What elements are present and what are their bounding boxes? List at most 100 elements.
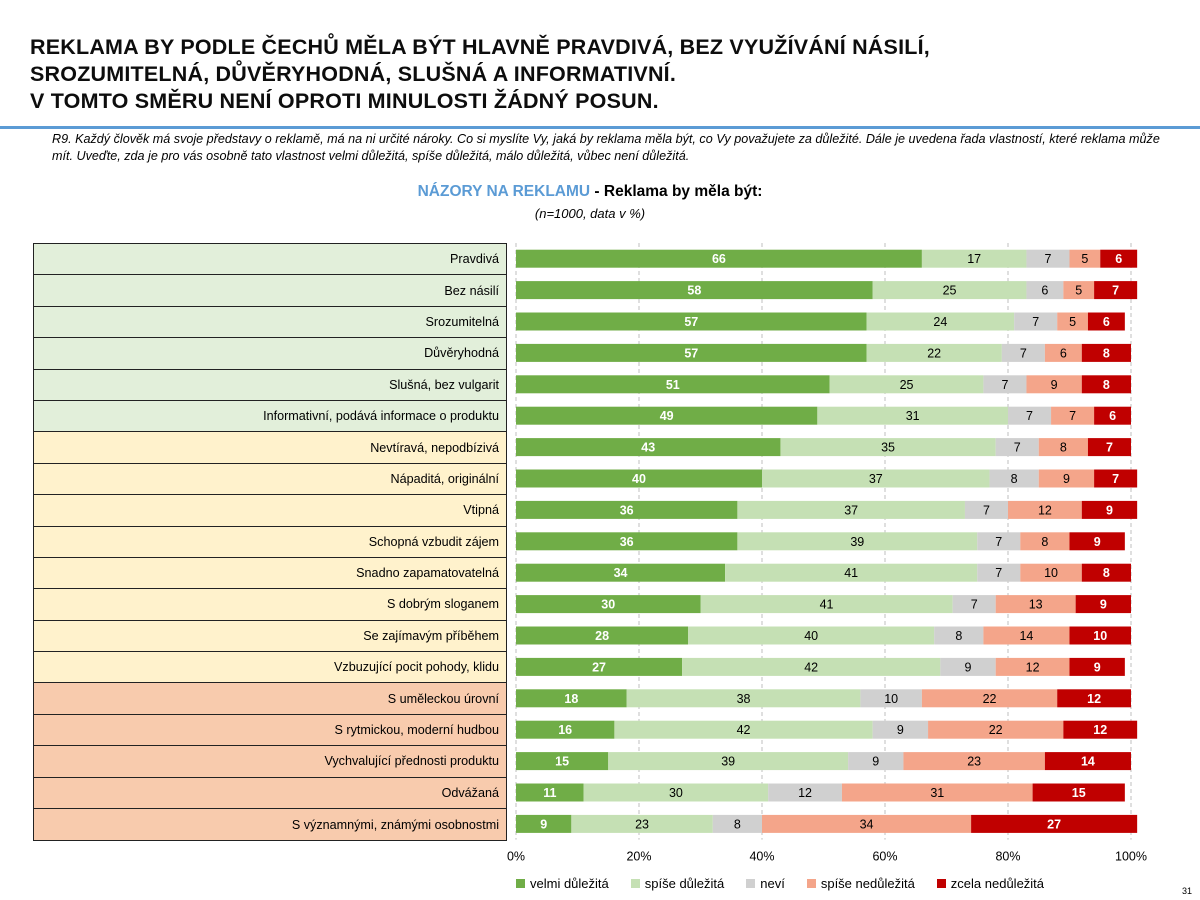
bar-segment [626, 689, 861, 708]
x-tick-label: 20% [626, 850, 651, 864]
data-label: 41 [844, 566, 858, 580]
bar-segment [1087, 438, 1131, 457]
legend-item: zcela nedůležitá [936, 876, 1045, 891]
category-label: Snadno zapamatovatelná [34, 557, 506, 590]
bar-segment [712, 814, 762, 833]
category-label: Pravdivá [34, 244, 506, 276]
data-label: 12 [798, 786, 812, 800]
category-label: Nápaditá, originální [34, 463, 506, 496]
bar-segment [1008, 406, 1052, 425]
data-label: 36 [620, 535, 634, 549]
data-label: 18 [564, 692, 578, 706]
bar-segment [940, 657, 996, 676]
bar-segment [921, 249, 1027, 268]
bar-segment [516, 814, 572, 833]
data-label: 51 [666, 378, 680, 392]
data-label: 23 [967, 755, 981, 769]
data-label: 7 [971, 598, 978, 612]
data-label: 7 [1032, 315, 1039, 329]
chart-title-sep: - [590, 183, 604, 200]
bar-segment [1094, 469, 1138, 488]
bar-segment [1057, 312, 1088, 331]
data-label: 7 [1020, 346, 1027, 360]
data-label: 25 [900, 378, 914, 392]
data-label: 6 [1103, 315, 1110, 329]
chart-title-part1: NÁZORY NA REKLAMU [417, 183, 591, 200]
data-label: 8 [1060, 441, 1067, 455]
bar-segment [516, 720, 615, 739]
data-label: 17 [967, 252, 981, 266]
bar-segment [516, 281, 873, 300]
legend-label: zcela nedůležitá [950, 876, 1045, 891]
bar-segment [872, 281, 1027, 300]
bar-segment [1057, 689, 1131, 708]
bar-segment [1014, 312, 1058, 331]
bar-segment [1008, 500, 1082, 519]
data-label: 6 [1041, 284, 1048, 298]
bar-segment [516, 752, 609, 771]
bar-segment [1081, 343, 1131, 362]
bar-segment [1094, 406, 1131, 425]
category-label: Vychvalující přednosti produktu [34, 746, 506, 778]
data-label: 10 [1044, 566, 1058, 580]
data-label: 27 [1047, 817, 1061, 831]
data-label: 7 [1044, 252, 1051, 266]
data-label: 27 [592, 660, 606, 674]
bar-segment [1001, 343, 1045, 362]
data-label: 12 [1087, 692, 1101, 706]
bar-segment [768, 783, 842, 802]
category-label: S dobrým sloganem [34, 589, 506, 621]
data-label: 12 [1038, 503, 1052, 517]
bar-segment [608, 752, 849, 771]
bar-segment [516, 406, 818, 425]
data-label: 12 [1026, 660, 1040, 674]
data-label: 5 [1081, 252, 1088, 266]
data-label: 22 [983, 692, 997, 706]
category-label: Se zajímavým příběhem [34, 620, 506, 653]
bar-segment [866, 312, 1015, 331]
data-label: 40 [632, 472, 646, 486]
bar-segment [983, 626, 1070, 645]
data-label: 14 [1081, 755, 1095, 769]
data-label: 41 [820, 598, 834, 612]
x-tick-label: 0% [507, 850, 525, 864]
data-label: 8 [1103, 566, 1110, 580]
page-number: 31 [1181, 886, 1192, 896]
data-label: 9 [1094, 535, 1101, 549]
bar-segment [934, 626, 984, 645]
bar-segment [1038, 438, 1088, 457]
bar-segment [983, 375, 1027, 394]
bar-segment [1081, 500, 1138, 519]
chart-legend: velmi důležitá spíše důležitá neví spíše ne… [516, 876, 1044, 891]
legend-label: neví [760, 876, 785, 891]
category-labels: Pravdivá Bez násilí Srozumitelná Důvěryhodn… [33, 243, 507, 842]
data-label: 37 [869, 472, 883, 486]
category-label: S uměleckou úrovní [34, 683, 506, 715]
data-label: 31 [906, 409, 920, 423]
bar-segment [516, 469, 762, 488]
category-label: Odvážaná [34, 777, 506, 810]
category-label: Informativní, podává informace o produkt… [34, 400, 506, 433]
data-label: 15 [555, 755, 569, 769]
legend-swatch [936, 879, 946, 888]
x-tick-label: 80% [995, 850, 1020, 864]
bar-segment [1063, 720, 1138, 739]
category-label: S rytmickou, moderní hudbou [34, 714, 506, 747]
bar-segment [762, 469, 990, 488]
bar-segment [516, 500, 738, 519]
data-label: 7 [1069, 409, 1076, 423]
data-label: 8 [1103, 346, 1110, 360]
bar-segment [1051, 406, 1095, 425]
data-label: 39 [850, 535, 864, 549]
bar-segment [516, 249, 922, 268]
bar-segment [1020, 532, 1070, 551]
headline-line-3: V TOMTO SMĚRU NENÍ OPROTI MINULOSTI ŽÁDN… [30, 89, 659, 113]
bar-segment [829, 375, 984, 394]
bar-segment [571, 814, 713, 833]
data-label: 66 [712, 252, 726, 266]
chart-subtitle: (n=1000, data v %) [534, 206, 646, 221]
bar-segment [817, 406, 1008, 425]
bar-segment [725, 563, 978, 582]
data-label: 24 [933, 315, 947, 329]
data-label: 8 [1041, 535, 1048, 549]
